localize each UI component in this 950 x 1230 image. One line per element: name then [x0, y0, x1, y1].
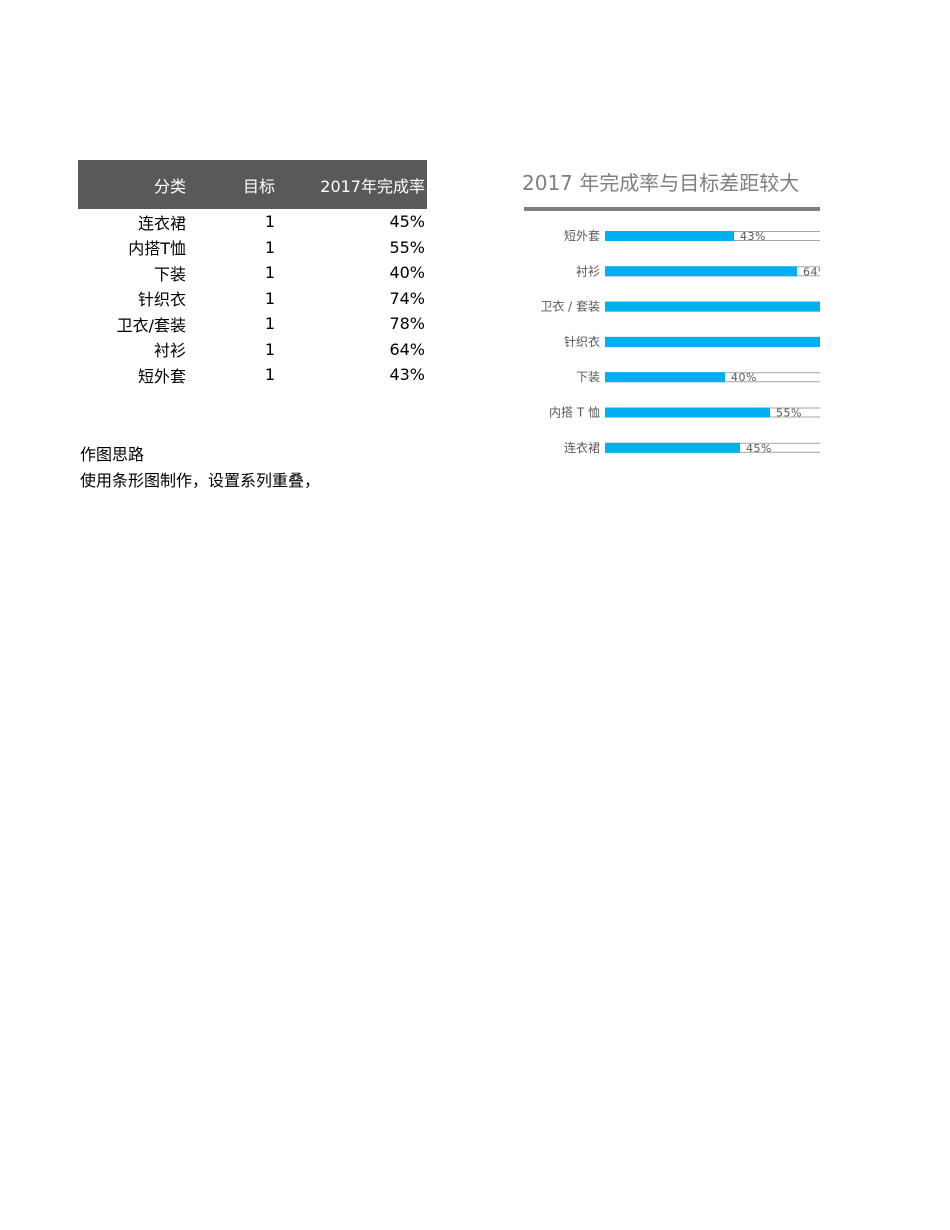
cell-target[interactable]: 1 — [264, 314, 275, 334]
actual-bar — [605, 372, 725, 383]
cell-category[interactable]: 衬衫 — [153, 341, 186, 361]
notes-body[interactable]: 使用条形图制作，设置系列重叠， — [80, 471, 321, 490]
header-rate-2017[interactable]: 2017年完成率 — [320, 176, 425, 196]
actual-bar — [605, 336, 820, 347]
cell-target[interactable]: 1 — [264, 365, 275, 385]
cell-category[interactable]: 连衣裙 — [137, 213, 186, 233]
actual-bar — [605, 301, 820, 312]
category-label: 短外套 — [564, 229, 600, 243]
data-label: 45% — [746, 442, 772, 455]
actual-bar — [605, 231, 734, 241]
cell-target[interactable]: 1 — [264, 212, 275, 232]
header-category[interactable]: 分类 — [153, 176, 186, 196]
cell-category[interactable]: 短外套 — [137, 366, 186, 386]
cell-target[interactable]: 1 — [264, 263, 275, 283]
category-label: 下装 — [576, 370, 600, 384]
cell-category[interactable]: 下装 — [153, 264, 186, 284]
data-label: 64% — [803, 265, 820, 278]
table-body: 连衣裙 1 45% 内搭T恤 1 55% 下装 1 40% 针织衣 1 74% 卫衣/套装 1 78% 衬衫 1… — [78, 209, 427, 388]
title-divider — [524, 207, 820, 211]
table-header: 分类 目标 2017年完成率 — [78, 160, 427, 209]
cell-category[interactable]: 内搭T恤 — [128, 239, 186, 259]
actual-bar — [605, 407, 770, 418]
cell-rate[interactable]: 74% — [389, 288, 425, 308]
category-label: 连衣裙 — [564, 440, 600, 455]
table-row: 短外套 1 43% — [78, 362, 427, 388]
cell-rate[interactable]: 55% — [389, 237, 425, 257]
data-label: 55% — [776, 407, 802, 420]
cell-category[interactable]: 卫衣/套装 — [116, 315, 186, 335]
notes: 作图思路 使用条形图制作，设置系列重叠， — [80, 442, 320, 494]
cell-rate[interactable]: 43% — [389, 365, 425, 385]
table-row: 下装 1 40% — [78, 260, 427, 286]
header-target[interactable]: 目标 — [242, 176, 275, 196]
cell-target[interactable]: 1 — [264, 288, 275, 308]
category-label: 针织衣 — [564, 334, 600, 349]
cell-rate[interactable]: 40% — [389, 263, 425, 283]
cell-target[interactable]: 1 — [264, 237, 275, 257]
notes-heading[interactable]: 作图思路 — [80, 445, 145, 464]
cell-target[interactable]: 1 — [264, 339, 275, 359]
cell-rate[interactable]: 45% — [389, 212, 425, 232]
table-row: 卫衣/套装 1 78% — [78, 311, 427, 337]
actual-bar — [605, 266, 797, 277]
table-row: 内搭T恤 1 55% — [78, 235, 427, 261]
table-row: 衬衫 1 64% — [78, 337, 427, 363]
data-label: 40% — [731, 371, 757, 384]
category-label: 内搭 T 恤 — [549, 406, 600, 420]
category-label: 卫衣 / 套装 — [540, 299, 600, 314]
cell-category[interactable]: 针织衣 — [137, 290, 186, 310]
chart-title: 2017 年完成率与目标差距较大 — [522, 171, 800, 195]
category-label: 衬衫 — [576, 264, 600, 278]
cell-rate[interactable]: 78% — [389, 314, 425, 334]
table-row: 连衣裙 1 45% — [78, 209, 427, 235]
data-label: 43% — [740, 230, 766, 243]
table-row: 针织衣 1 74% — [78, 286, 427, 312]
actual-bar — [605, 442, 740, 453]
data-table: 分类 目标 2017年完成率 连衣裙 1 45% 内搭T恤 1 55% 下装 1 40% 针织衣 1… — [78, 160, 427, 388]
cell-rate[interactable]: 64% — [389, 339, 425, 359]
